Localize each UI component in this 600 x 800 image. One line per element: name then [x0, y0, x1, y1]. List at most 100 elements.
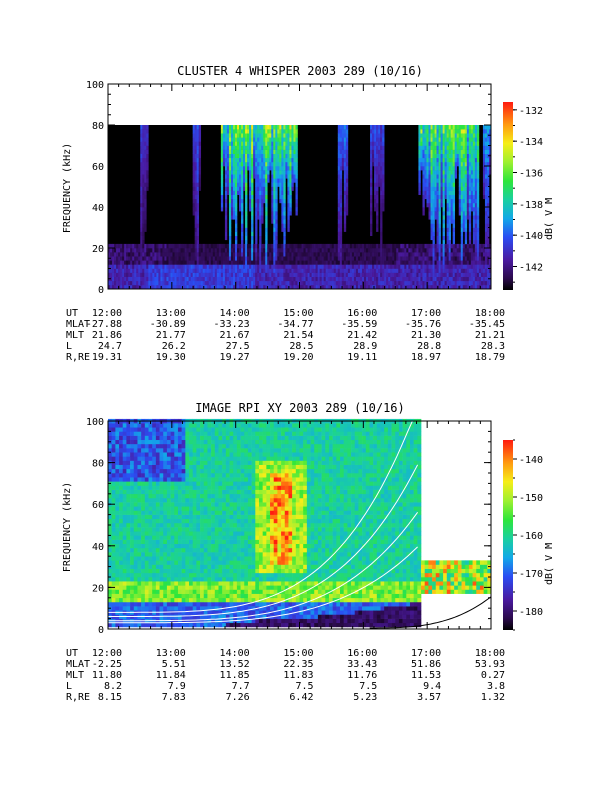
- spectrogram-cell: [138, 252, 141, 257]
- spectrogram-cell: [118, 252, 121, 257]
- spectrogram-cell: [241, 235, 244, 241]
- spectrogram-cell: [295, 260, 298, 265]
- spectrogram-cell: [239, 280, 242, 286]
- spectrogram-cell: [194, 137, 197, 142]
- spectrogram-cell: [436, 149, 439, 154]
- spectrogram-cell: [400, 284, 403, 290]
- spectrogram-cell: [141, 427, 146, 432]
- spectrogram-cell: [111, 435, 116, 441]
- spectrogram-cell: [130, 427, 135, 432]
- spectrogram-cell: [234, 202, 238, 208]
- spectrogram-cell: [468, 145, 472, 150]
- spectrogram-cell: [329, 243, 333, 249]
- spectrogram-cell: [204, 252, 208, 257]
- spectrogram-cell: [376, 137, 379, 142]
- spectrogram-cell: [154, 272, 157, 277]
- spectrogram-cell: [394, 243, 397, 249]
- spectrogram-cell: [438, 215, 441, 220]
- spectrogram-cell: [291, 137, 294, 142]
- spectrogram-cell: [265, 243, 268, 249]
- spectrogram-cell: [339, 284, 343, 290]
- spectrogram-cell: [442, 166, 445, 171]
- spectrogram-cell: [428, 276, 431, 282]
- spectrogram-cell: [174, 256, 177, 261]
- spectrogram-cell: [108, 243, 111, 249]
- spectrogram-cell: [420, 166, 423, 171]
- spectrogram-cell: [382, 125, 385, 130]
- spectrogram-cell: [277, 264, 280, 269]
- spectrogram-cell: [271, 207, 274, 212]
- spectrogram-cell: [474, 215, 478, 220]
- spectrogram-cell: [442, 223, 445, 228]
- spectrogram-cell: [263, 186, 266, 191]
- spectrogram-cell: [436, 268, 439, 273]
- spectrogram-cell: [384, 260, 387, 265]
- spectrogram-cell: [486, 178, 490, 183]
- spectrogram-cell: [482, 252, 486, 257]
- spectrogram-cell: [410, 284, 413, 290]
- spectrogram-cell: [436, 264, 439, 269]
- spectrogram-cell: [144, 518, 149, 524]
- spectrogram-cell: [130, 568, 135, 574]
- spectrogram-cell: [440, 182, 443, 187]
- spectrogram-cell: [133, 518, 138, 524]
- spectrogram-cell: [472, 284, 476, 290]
- spectrogram-cell: [458, 153, 462, 159]
- spectrogram-cell: [287, 198, 290, 204]
- spectrogram-cell: [144, 593, 149, 599]
- spectrogram-cell: [192, 125, 195, 130]
- spectrogram-cell: [283, 157, 286, 163]
- spectrogram-cell: [142, 260, 145, 265]
- spectrogram-cell: [279, 166, 282, 171]
- spectrogram-cell: [432, 170, 435, 175]
- spectrogram-cell: [488, 137, 492, 142]
- spectrogram-cell: [111, 485, 116, 490]
- spectrogram-cell: [110, 248, 113, 253]
- spectrogram-cell: [434, 248, 437, 253]
- spectrogram-cell: [450, 170, 453, 175]
- spectrogram-cell: [341, 157, 345, 163]
- spectrogram-cell: [388, 256, 391, 261]
- spectrogram-cell: [450, 207, 453, 212]
- spectrogram-cell: [349, 276, 353, 282]
- spectrogram-cell: [196, 170, 200, 175]
- spectrogram-cell: [424, 248, 427, 253]
- spectrogram-cell: [382, 284, 385, 290]
- spectrogram-cell: [122, 560, 127, 565]
- spectrogram-cell: [426, 133, 429, 138]
- spectrogram-cell: [462, 219, 466, 224]
- spectrogram-cell: [168, 243, 171, 249]
- spectrogram-cell: [220, 182, 224, 187]
- spectrogram-cell: [345, 149, 349, 154]
- spectrogram-cell: [420, 260, 423, 265]
- spectrogram-cell: [146, 153, 149, 159]
- spectrogram-cell: [464, 153, 468, 159]
- spectrogram-cell: [126, 518, 131, 524]
- spectrogram-cell: [295, 133, 298, 138]
- spectrogram-cell: [128, 280, 131, 286]
- spectrogram-cell: [468, 157, 472, 163]
- spectrogram-cell: [313, 264, 316, 269]
- spectrogram-cell: [452, 252, 456, 257]
- spectrogram-cell: [226, 190, 230, 195]
- spectrogram-cell: [126, 514, 131, 520]
- spectrogram-cell: [337, 153, 341, 159]
- spectrogram-cell: [198, 133, 202, 138]
- spectrogram-cell: [216, 280, 220, 286]
- spectrogram-cell: [141, 572, 146, 578]
- spectrogram-cell: [216, 264, 220, 269]
- spectrogram-cell: [126, 589, 131, 594]
- spectrogram-cell: [122, 448, 127, 453]
- spectrogram-cell: [478, 268, 482, 273]
- spectrogram-cell: [162, 260, 165, 265]
- spectrogram-cell: [382, 198, 385, 204]
- ephemeris-value: 21.67: [220, 330, 250, 341]
- spectrogram-cell: [196, 252, 200, 257]
- spectrogram-cell: [108, 535, 112, 540]
- spectrogram-cell: [464, 264, 468, 269]
- spectrogram-cell: [474, 207, 478, 212]
- spectrogram-cell: [462, 149, 466, 154]
- spectrogram-cell: [126, 597, 131, 603]
- spectrogram-cell: [337, 280, 341, 286]
- spectrogram-cell: [243, 141, 246, 146]
